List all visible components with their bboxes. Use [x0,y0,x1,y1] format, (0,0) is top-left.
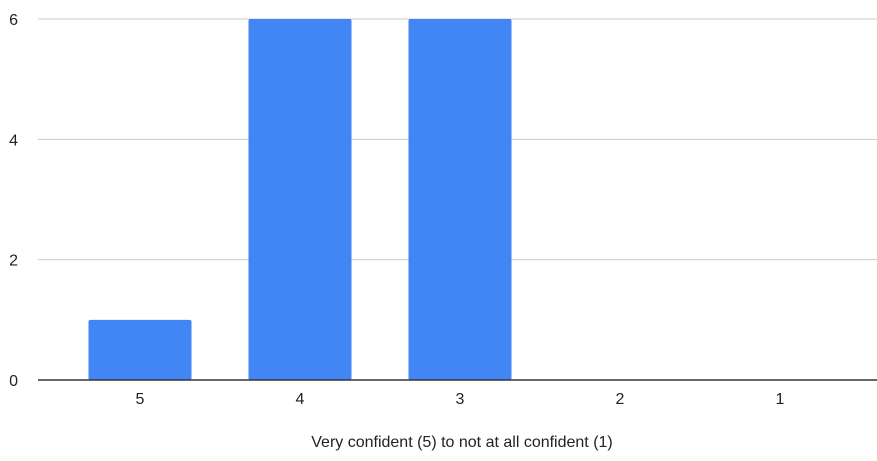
bar-4 [248,19,352,380]
y-tick-label: 4 [9,132,18,149]
bars [88,19,512,380]
y-tick-label: 0 [9,373,18,390]
x-tick-label: 4 [296,391,305,408]
y-tick-label: 2 [9,253,18,270]
x-axis-title: Very confident (5) to not at all confide… [311,434,613,451]
bar-5 [88,319,192,380]
x-tick-label: 2 [616,391,625,408]
x-tick-label: 5 [136,391,145,408]
bar-3 [408,19,512,380]
x-tick-label: 3 [456,391,465,408]
x-tick-labels: 5 4 3 2 1 [136,391,785,408]
y-tick-labels: 0 2 4 6 [9,12,18,390]
y-tick-label: 6 [9,12,18,29]
x-tick-label: 1 [776,391,785,408]
